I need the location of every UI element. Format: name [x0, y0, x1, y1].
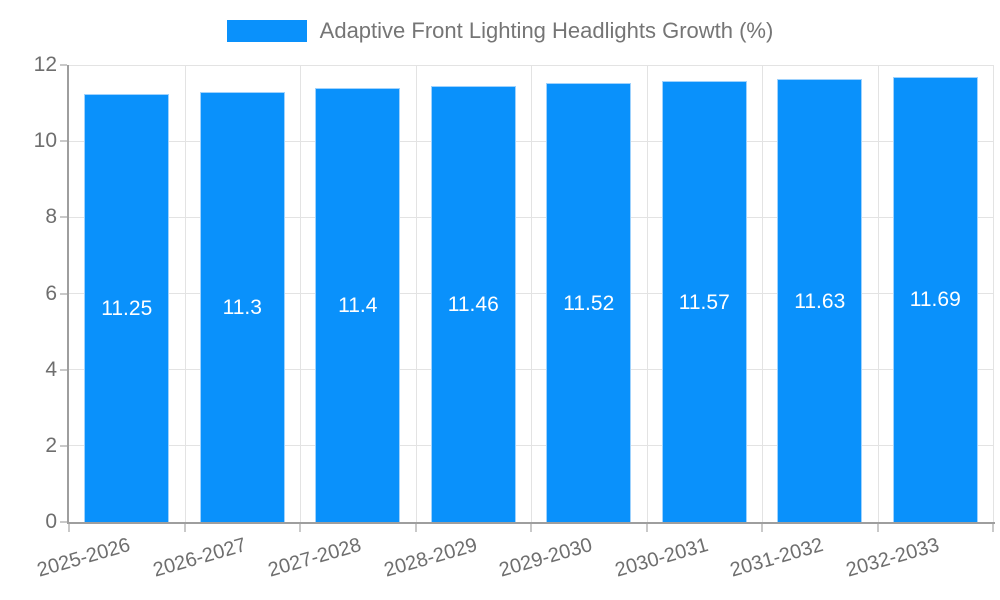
bar[interactable]: 11.63 [777, 79, 863, 522]
gridline-vertical [300, 65, 301, 522]
y-tick-label: 10 [33, 129, 57, 153]
x-tick-mark [761, 524, 763, 532]
x-tick-label: 2028-2029 [381, 534, 480, 582]
x-tick-label: 2032-2033 [843, 534, 942, 582]
x-tick-mark [68, 524, 70, 532]
gridline-vertical [184, 65, 186, 522]
x-tick-label: 2025-2026 [34, 534, 133, 582]
y-tick-mark [60, 64, 67, 66]
bar-value-label: 11.63 [794, 289, 846, 313]
bar-value-label: 11.52 [563, 291, 615, 315]
y-tick-mark [60, 140, 67, 143]
gridline-vertical [415, 65, 417, 522]
x-tick-mark [992, 524, 994, 532]
x-tick-mark [876, 524, 879, 532]
y-tick-label: 8 [45, 205, 57, 229]
x-tick-mark [414, 524, 417, 532]
gridline-vertical [993, 65, 994, 522]
x-tick-mark [183, 524, 186, 532]
x-tick-label: 2026-2027 [150, 534, 249, 582]
bar[interactable]: 11.46 [430, 85, 516, 522]
x-tick-label: 2029-2030 [496, 534, 595, 582]
x-axis-line [67, 522, 995, 524]
bar[interactable]: 11.25 [84, 93, 170, 522]
bar[interactable]: 11.52 [546, 83, 632, 522]
y-tick-mark [60, 292, 67, 295]
y-tick-label: 2 [45, 433, 57, 457]
bar[interactable]: 11.57 [661, 81, 747, 522]
y-axis-line [67, 65, 69, 524]
legend-label: Adaptive Front Lighting Headlights Growt… [319, 18, 774, 43]
bar-value-label: 11.3 [222, 295, 262, 319]
x-tick-mark [645, 524, 648, 532]
x-tick-mark [299, 524, 301, 532]
x-tick-mark [530, 524, 532, 532]
y-tick-mark [60, 521, 67, 523]
legend-color-swatch [226, 20, 307, 42]
gridline-vertical [646, 65, 648, 522]
bar-value-label: 11.69 [909, 288, 961, 312]
y-tick-label: 4 [45, 357, 57, 381]
bar[interactable]: 11.4 [315, 87, 401, 522]
bar-value-label: 11.46 [447, 292, 499, 316]
x-tick-label: 2027-2028 [265, 534, 364, 582]
x-tick-label: 2031-2032 [727, 534, 826, 582]
legend-item[interactable]: Adaptive Front Lighting Headlights Growt… [0, 18, 1000, 44]
bar-value-label: 11.4 [338, 293, 378, 317]
y-tick-mark [60, 368, 67, 371]
y-tick-label: 12 [33, 53, 57, 76]
gridline-vertical [877, 65, 879, 522]
y-tick-label: 6 [45, 281, 57, 305]
bar[interactable]: 11.3 [199, 91, 285, 522]
gridline-vertical [762, 65, 763, 522]
x-tick-label: 2030-2031 [612, 534, 711, 582]
bar-value-label: 11.25 [101, 296, 153, 320]
y-tick-mark [60, 444, 67, 447]
bar[interactable]: 11.69 [892, 76, 978, 522]
bar-value-label: 11.57 [678, 290, 730, 314]
y-tick-label: 0 [45, 510, 57, 533]
gridline-vertical [531, 65, 532, 522]
y-tick-mark [60, 216, 67, 219]
